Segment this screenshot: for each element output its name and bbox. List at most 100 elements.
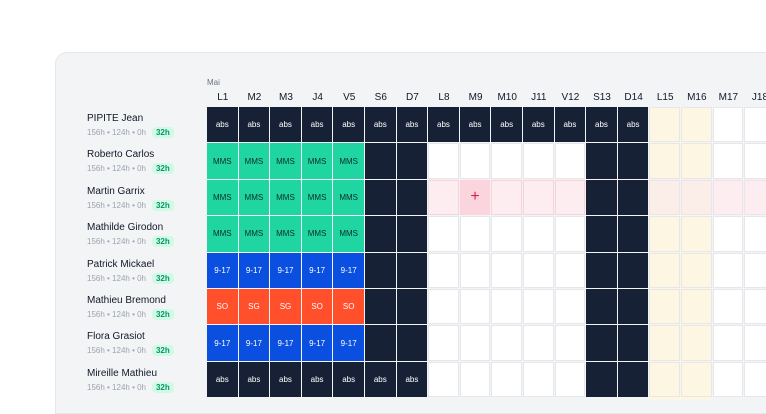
schedule-cell[interactable]: SG (238, 289, 270, 325)
schedule-cell[interactable] (617, 361, 649, 398)
schedule-cell[interactable]: abs (301, 361, 333, 398)
schedule-cell[interactable] (712, 216, 744, 252)
schedule-cell[interactable] (491, 143, 522, 179)
schedule-cell[interactable]: MMS (270, 143, 301, 179)
schedule-cell[interactable] (649, 143, 680, 179)
schedule-cell[interactable] (744, 361, 766, 398)
schedule-cell[interactable] (744, 289, 766, 325)
schedule-cell[interactable]: MMS (207, 143, 238, 179)
schedule-cell[interactable]: MMS (301, 143, 333, 179)
schedule-cell[interactable]: abs (238, 361, 270, 398)
schedule-cell[interactable] (396, 252, 428, 288)
schedule-cell[interactable] (459, 325, 491, 361)
schedule-cell[interactable] (523, 252, 554, 288)
schedule-cell[interactable] (649, 325, 680, 361)
schedule-cell[interactable]: MMS (333, 216, 364, 252)
schedule-cell[interactable] (365, 179, 396, 216)
schedule-cell[interactable] (712, 325, 744, 361)
schedule-cell[interactable] (554, 216, 586, 252)
schedule-cell[interactable]: abs (365, 107, 396, 143)
schedule-cell[interactable]: abs (459, 107, 491, 143)
schedule-cell[interactable] (649, 179, 680, 216)
schedule-cell[interactable] (396, 143, 428, 179)
schedule-cell[interactable]: abs (396, 107, 428, 143)
plus-icon[interactable]: + (459, 179, 491, 216)
schedule-cell[interactable] (491, 179, 522, 216)
employee-row-label[interactable]: Patrick Mickael 156h • 124h • 0h 32h (87, 259, 174, 284)
schedule-cell[interactable] (523, 361, 554, 398)
schedule-cell[interactable] (491, 289, 522, 325)
schedule-cell[interactable]: abs (554, 107, 586, 143)
schedule-cell[interactable]: SG (270, 289, 301, 325)
schedule-cell[interactable] (649, 216, 680, 252)
schedule-cell[interactable] (712, 179, 744, 216)
schedule-cell[interactable] (523, 143, 554, 179)
schedule-cell[interactable] (459, 143, 491, 179)
schedule-cell[interactable] (681, 289, 712, 325)
schedule-cell[interactable]: MMS (238, 143, 270, 179)
schedule-cell[interactable]: MMS (301, 179, 333, 216)
schedule-cell[interactable] (491, 361, 522, 398)
schedule-cell[interactable] (365, 143, 396, 179)
schedule-cell[interactable] (428, 179, 459, 216)
schedule-cell[interactable] (649, 361, 680, 398)
schedule-cell[interactable]: SO (207, 289, 238, 325)
schedule-cell[interactable] (459, 216, 491, 252)
schedule-cell[interactable] (744, 107, 766, 143)
schedule-cell[interactable] (681, 325, 712, 361)
schedule-cell[interactable] (523, 179, 554, 216)
schedule-cell[interactable] (491, 325, 522, 361)
schedule-cell[interactable]: abs (586, 107, 617, 143)
schedule-cell[interactable] (681, 361, 712, 398)
schedule-cell[interactable]: 9-17 (333, 325, 364, 361)
schedule-cell[interactable] (523, 325, 554, 361)
schedule-cell[interactable]: MMS (301, 216, 333, 252)
schedule-cell[interactable] (681, 107, 712, 143)
schedule-cell[interactable] (365, 252, 396, 288)
schedule-cell[interactable] (365, 216, 396, 252)
schedule-cell[interactable] (649, 107, 680, 143)
schedule-cell[interactable]: 9-17 (207, 252, 238, 288)
schedule-cell[interactable]: MMS (238, 179, 270, 216)
schedule-cell[interactable]: SO (301, 289, 333, 325)
schedule-cell[interactable]: abs (491, 107, 522, 143)
schedule-cell[interactable] (617, 289, 649, 325)
schedule-cell[interactable] (586, 179, 617, 216)
schedule-cell[interactable] (428, 325, 459, 361)
schedule-cell[interactable] (617, 252, 649, 288)
schedule-cell[interactable] (681, 179, 712, 216)
schedule-cell[interactable]: 9-17 (270, 325, 301, 361)
schedule-cell[interactable] (744, 143, 766, 179)
schedule-cell[interactable] (712, 143, 744, 179)
schedule-cell[interactable]: abs (207, 361, 238, 398)
schedule-cell[interactable]: MMS (207, 179, 238, 216)
schedule-cell[interactable]: SO (333, 289, 364, 325)
schedule-cell[interactable] (681, 252, 712, 288)
schedule-cell[interactable] (744, 216, 766, 252)
schedule-cell[interactable] (491, 252, 522, 288)
schedule-cell[interactable] (712, 252, 744, 288)
schedule-cell[interactable]: 9-17 (301, 325, 333, 361)
schedule-cell[interactable]: 9-17 (301, 252, 333, 288)
schedule-cell[interactable] (649, 289, 680, 325)
schedule-cell[interactable] (459, 252, 491, 288)
schedule-cell[interactable] (523, 289, 554, 325)
employee-row-label[interactable]: Mathilde Girodon 156h • 124h • 0h 32h (87, 222, 174, 248)
schedule-cell[interactable]: abs (333, 107, 364, 143)
schedule-cell[interactable] (554, 143, 586, 179)
schedule-cell[interactable]: abs (207, 107, 238, 143)
schedule-cell[interactable] (396, 216, 428, 252)
schedule-cell[interactable] (681, 143, 712, 179)
schedule-cell[interactable]: MMS (333, 143, 364, 179)
employee-row-label[interactable]: Mathieu Bremond 156h • 124h • 0h 32h (87, 295, 174, 320)
schedule-cell[interactable]: abs (617, 107, 649, 143)
schedule-cell[interactable]: MMS (207, 216, 238, 252)
schedule-cell[interactable] (586, 289, 617, 325)
schedule-cell[interactable]: abs (428, 107, 459, 143)
schedule-cell[interactable] (649, 252, 680, 288)
schedule-cell[interactable]: MMS (270, 179, 301, 216)
employee-row-label[interactable]: Mireille Mathieu 156h • 124h • 0h 32h (87, 368, 174, 393)
schedule-cell[interactable] (586, 143, 617, 179)
schedule-cell[interactable] (523, 216, 554, 252)
schedule-cell[interactable] (586, 361, 617, 398)
